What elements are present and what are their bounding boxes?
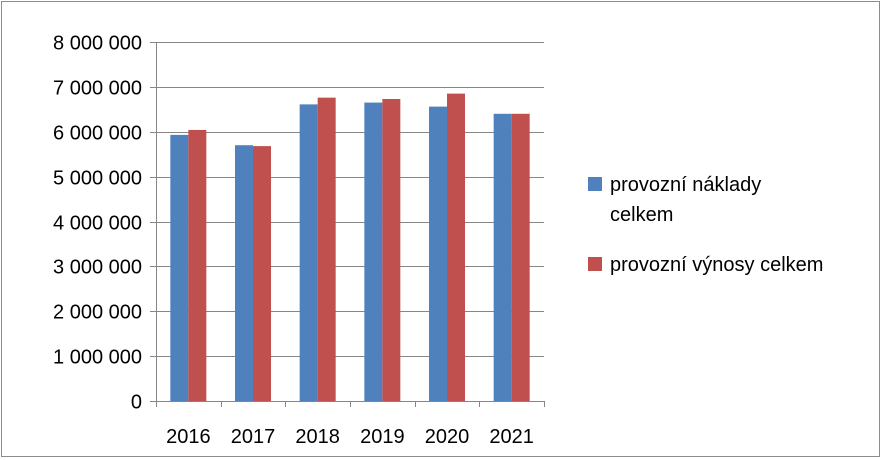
y-tick-label: 7 000 000 [53, 78, 142, 100]
x-tick-label: 2019 [360, 426, 405, 448]
y-tick-label: 1 000 000 [53, 347, 142, 369]
x-tick-label: 2017 [231, 426, 276, 448]
bar-provozni-naklady [299, 104, 318, 401]
bar-provozni-vynosy [447, 93, 465, 401]
x-tick-label: 2016 [166, 426, 211, 448]
bar-provozni-vynosy [317, 97, 336, 402]
bar-provozni-naklady [493, 113, 512, 402]
y-tick-labels: 0 1 000 000 2 000 000 3 000 000 4 000 000 5 0… [53, 33, 142, 414]
y-tick-label: 5 000 000 [53, 168, 142, 190]
y-tick-label: 8 000 000 [53, 33, 142, 55]
bar-provozni-vynosy [253, 146, 271, 401]
legend-swatch-vynosy [588, 257, 602, 271]
x-tick-label: 2018 [295, 426, 340, 448]
bar-provozni-naklady [429, 106, 447, 402]
legend-label-naklady: provozní náklady [610, 174, 761, 196]
bar-provozni-naklady [364, 102, 383, 402]
y-tick-label: 2 000 000 [53, 302, 142, 324]
bar-provozni-vynosy [511, 113, 530, 402]
y-tick-label: 4 000 000 [53, 213, 142, 235]
legend-label-naklady: celkem [610, 204, 673, 226]
bar-provozni-vynosy [188, 129, 207, 401]
axes [150, 42, 545, 407]
x-tick-label: 2020 [425, 426, 470, 448]
y-tick-label: 0 [131, 392, 142, 414]
legend-swatch-naklady [588, 177, 602, 191]
y-tick-label: 3 000 000 [53, 257, 142, 279]
legend: provozní náklady celkem provozní výnosy ce… [588, 174, 823, 276]
bars [170, 93, 530, 402]
y-tick-label: 6 000 000 [53, 123, 142, 145]
bar-provozni-naklady [170, 134, 189, 402]
x-tick-labels: 2016 2017 2018 2019 2020 2021 [166, 426, 534, 448]
x-tick-label: 2021 [489, 426, 534, 448]
bar-provozni-naklady [235, 145, 253, 401]
legend-label-vynosy: provozní výnosy celkem [610, 254, 823, 276]
bar-provozni-vynosy [382, 98, 401, 402]
gridlines [156, 42, 544, 357]
